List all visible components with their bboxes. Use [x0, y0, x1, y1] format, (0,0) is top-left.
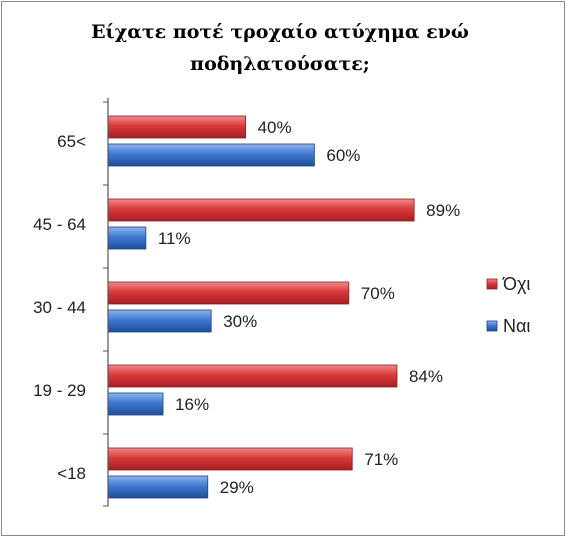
- bar-nai-1: [107, 226, 147, 250]
- legend-swatch-nai: [486, 320, 498, 332]
- legend-swatch-ochi: [486, 278, 498, 290]
- data-label: 16%: [175, 395, 209, 414]
- bar-ochi-3: [107, 364, 398, 388]
- bar-ochi-4: [107, 447, 353, 471]
- bar-nai-3: [107, 392, 164, 416]
- category-label: 65<: [57, 132, 86, 151]
- data-label: 60%: [326, 146, 360, 165]
- legend: Όχι Ναι: [486, 274, 530, 336]
- bar-nai-0: [107, 143, 315, 167]
- bar-nai-2: [107, 309, 212, 333]
- data-label: 84%: [409, 367, 443, 386]
- data-label: 70%: [361, 284, 395, 303]
- bar-ochi-2: [107, 281, 350, 305]
- data-label: 40%: [258, 118, 292, 137]
- data-label: 71%: [364, 450, 398, 469]
- bar-ochi-0: [107, 115, 247, 139]
- bar-nai-4: [107, 475, 209, 499]
- legend-label-ochi: Όχι: [502, 274, 530, 294]
- legend-label-nai: Ναι: [503, 316, 530, 336]
- data-label: 11%: [158, 229, 191, 248]
- data-label: 30%: [223, 312, 257, 331]
- category-label: <18: [57, 464, 86, 483]
- category-label: 30 - 44: [33, 298, 86, 317]
- category-label: 45 - 64: [33, 215, 86, 234]
- chart-title: Είχατε ποτέ τροχαίο ατύχημα ενώ ποδηλατο…: [91, 21, 469, 75]
- data-label: 29%: [220, 478, 254, 497]
- data-label: 89%: [426, 201, 460, 220]
- bar-ochi-1: [107, 198, 415, 222]
- category-label: 19 - 29: [33, 381, 86, 400]
